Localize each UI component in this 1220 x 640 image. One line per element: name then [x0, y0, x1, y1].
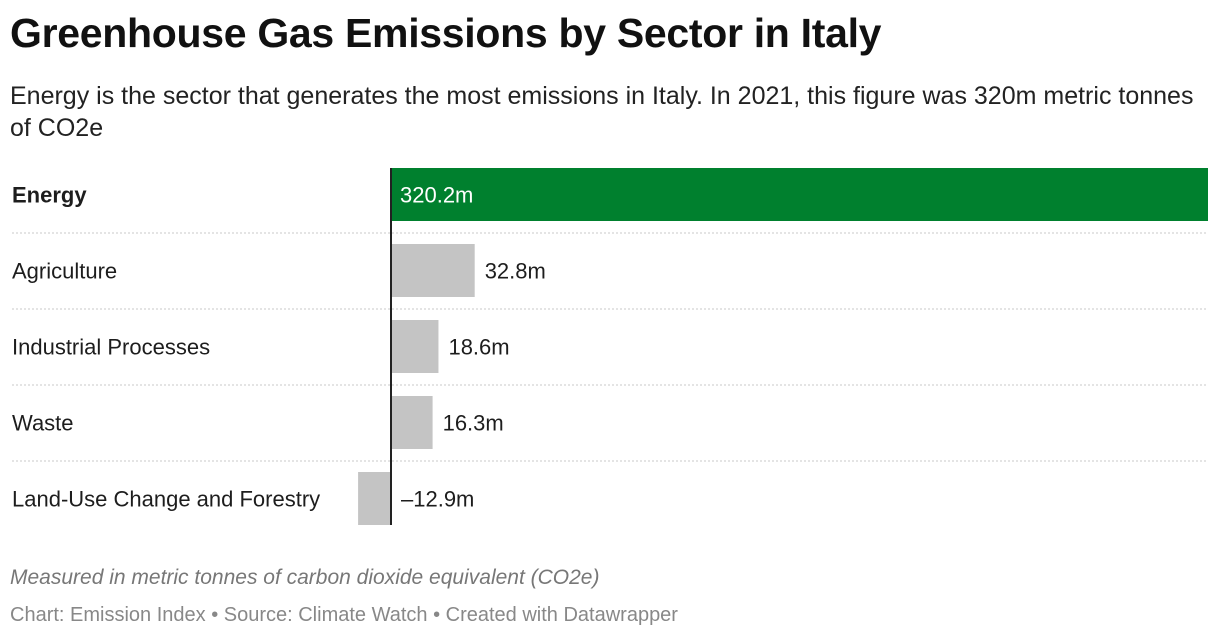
bar [358, 472, 391, 525]
chart-notes: Measured in metric tonnes of carbon diox… [10, 566, 600, 589]
chart-title: Greenhouse Gas Emissions by Sector in It… [10, 10, 882, 56]
category-label: Energy [12, 183, 87, 208]
category-label: Land-Use Change and Forestry [12, 487, 320, 512]
chart-credit: Chart: Emission Index • Source: Climate … [10, 604, 678, 626]
chart-subtitle: Energy is the sector that generates the … [10, 82, 1194, 142]
bar [391, 244, 475, 297]
category-label: Waste [12, 411, 74, 436]
bar [391, 320, 439, 373]
value-label: –12.9m [401, 487, 474, 512]
category-label: Agriculture [12, 259, 117, 284]
bar [391, 168, 1208, 221]
category-label: Industrial Processes [12, 335, 210, 360]
value-label: 320.2m [400, 183, 473, 208]
value-label: 32.8m [485, 259, 546, 284]
bar [391, 396, 433, 449]
value-label: 16.3m [443, 411, 504, 436]
bar-chart: Energy 320.2m Agriculture 32.8m Industrial P… [12, 168, 1208, 525]
value-label: 18.6m [448, 335, 509, 360]
